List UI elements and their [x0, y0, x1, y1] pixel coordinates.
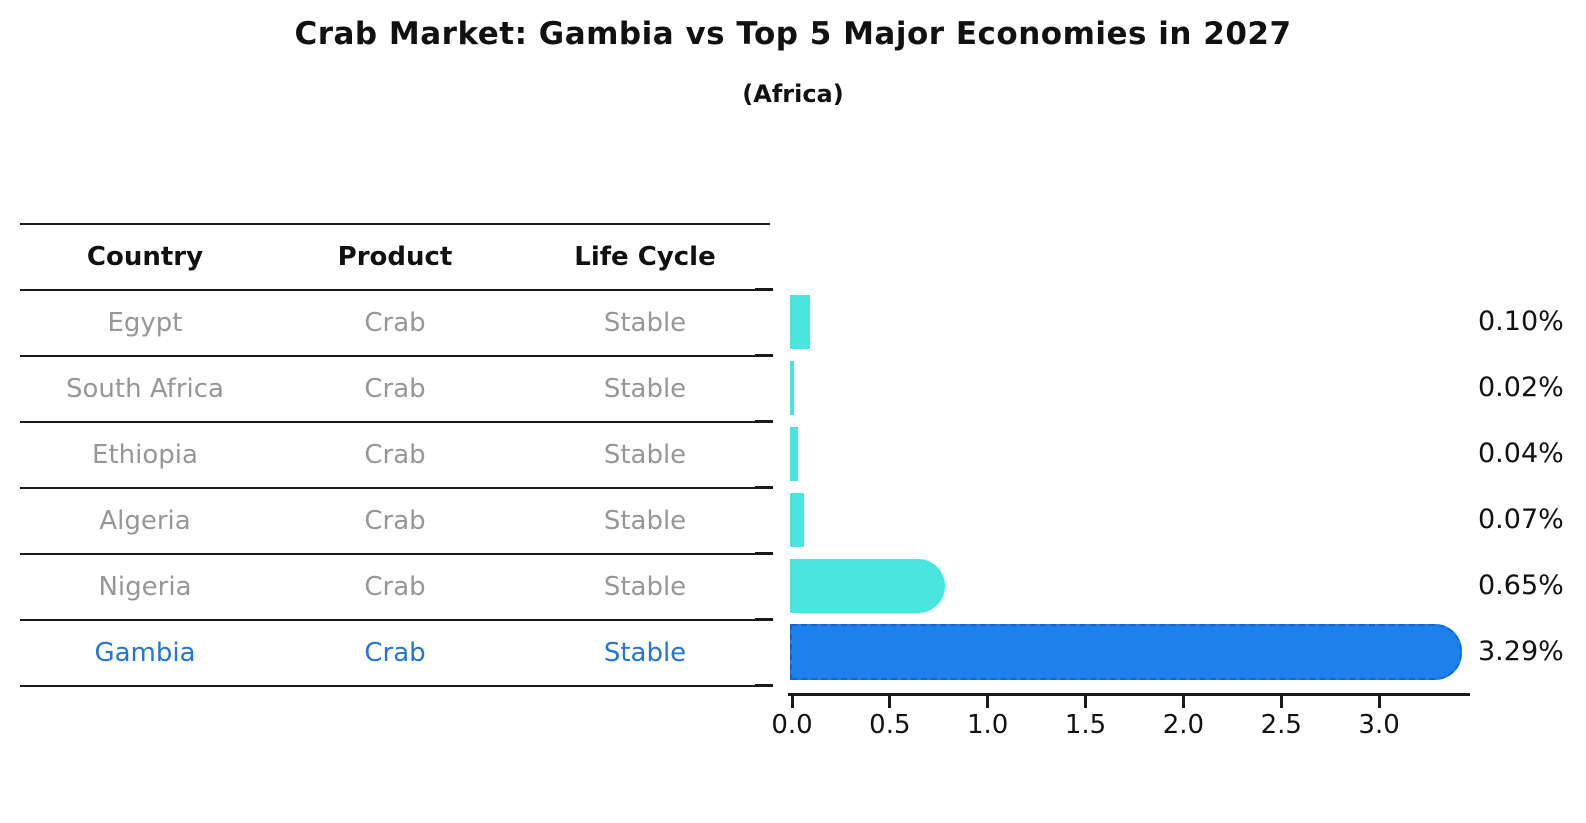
table-cell-product: Crab: [364, 638, 426, 668]
x-axis-tick-label: 1.5: [1064, 710, 1107, 740]
y-axis-tick: [755, 486, 773, 489]
chart-title: Crab Market: Gambia vs Top 5 Major Econo…: [294, 16, 1292, 52]
table-row-gambia: Gambia Crab Stable: [20, 619, 770, 687]
value-label-egypt: 0.10%: [1478, 306, 1564, 337]
table-cell-life_cycle: Stable: [603, 572, 687, 602]
bar-ethiopia: [790, 427, 798, 481]
table-header-row: Country Product Life Cycle: [20, 223, 770, 289]
x-axis-tick: [1279, 696, 1283, 708]
x-axis-tick: [888, 696, 892, 708]
table-cell-life_cycle: Stable: [603, 374, 687, 404]
table-row-nigeria: Nigeria Crab Stable: [20, 553, 770, 619]
y-axis-tick: [755, 618, 773, 621]
table-cell-country: Ethiopia: [92, 440, 198, 470]
table-cell-country: Gambia: [94, 638, 196, 668]
table-header-cell: Life Cycle: [574, 242, 716, 272]
bar-algeria: [790, 493, 804, 547]
x-axis-tick: [1084, 696, 1088, 708]
x-axis-line: [788, 693, 1470, 696]
table-row-algeria: Algeria Crab Stable: [20, 487, 770, 553]
x-axis-tick: [790, 696, 794, 708]
bar-egypt: [790, 295, 810, 349]
table-cell-product: Crab: [364, 440, 426, 470]
x-axis-tick-label: 0.5: [869, 710, 911, 740]
y-axis-tick: [755, 354, 773, 357]
value-label-nigeria: 0.65%: [1478, 570, 1564, 601]
y-axis-tick: [755, 420, 773, 423]
bar-nigeria: [790, 559, 946, 613]
table-cell-country: Egypt: [107, 308, 183, 338]
table-cell-country: South Africa: [66, 374, 224, 404]
table-cell-product: Crab: [364, 308, 426, 338]
table-cell-life_cycle: Stable: [603, 506, 687, 536]
x-axis-tick-label: 2.5: [1260, 710, 1302, 740]
x-axis-tick-label: 2.0: [1162, 710, 1205, 740]
value-label-algeria: 0.07%: [1478, 504, 1564, 535]
table-cell-life_cycle: Stable: [603, 308, 687, 338]
comparison-table: Country Product Life Cycle Egypt Crab Stable…: [20, 223, 770, 687]
value-label-ethiopia: 0.04%: [1478, 438, 1564, 469]
table-cell-country: Algeria: [99, 506, 191, 536]
table-header-cell: Country: [86, 242, 204, 272]
table-cell-life_cycle: Stable: [603, 440, 687, 470]
y-axis-tick: [755, 552, 773, 555]
table-cell-product: Crab: [364, 572, 426, 602]
table-cell-product: Crab: [364, 506, 426, 536]
y-axis-tick: [755, 684, 773, 687]
bar-south-africa: [790, 361, 794, 415]
chart-subtitle: (Africa): [742, 80, 844, 108]
x-axis-tick: [1181, 696, 1185, 708]
value-label-south-africa: 0.02%: [1478, 372, 1564, 403]
x-axis-tick: [986, 696, 990, 708]
x-axis-tick-label: 1.0: [967, 710, 1009, 740]
y-axis-tick: [755, 288, 773, 291]
table-row-ethiopia: Ethiopia Crab Stable: [20, 421, 770, 487]
table-header-cell: Product: [337, 242, 453, 272]
x-axis-tick: [1377, 696, 1381, 708]
bar-gambia: [790, 624, 1462, 680]
table-cell-life_cycle: Stable: [603, 638, 687, 668]
table-cell-country: Nigeria: [98, 572, 192, 602]
x-axis-tick-label: 3.0: [1358, 710, 1400, 740]
x-axis-tick-label: 0.0: [771, 710, 813, 740]
table-row-egypt: Egypt Crab Stable: [20, 289, 770, 355]
value-label-gambia: 3.29%: [1478, 636, 1564, 667]
table-cell-product: Crab: [364, 374, 426, 404]
table-row-south-africa: South Africa Crab Stable: [20, 355, 770, 421]
